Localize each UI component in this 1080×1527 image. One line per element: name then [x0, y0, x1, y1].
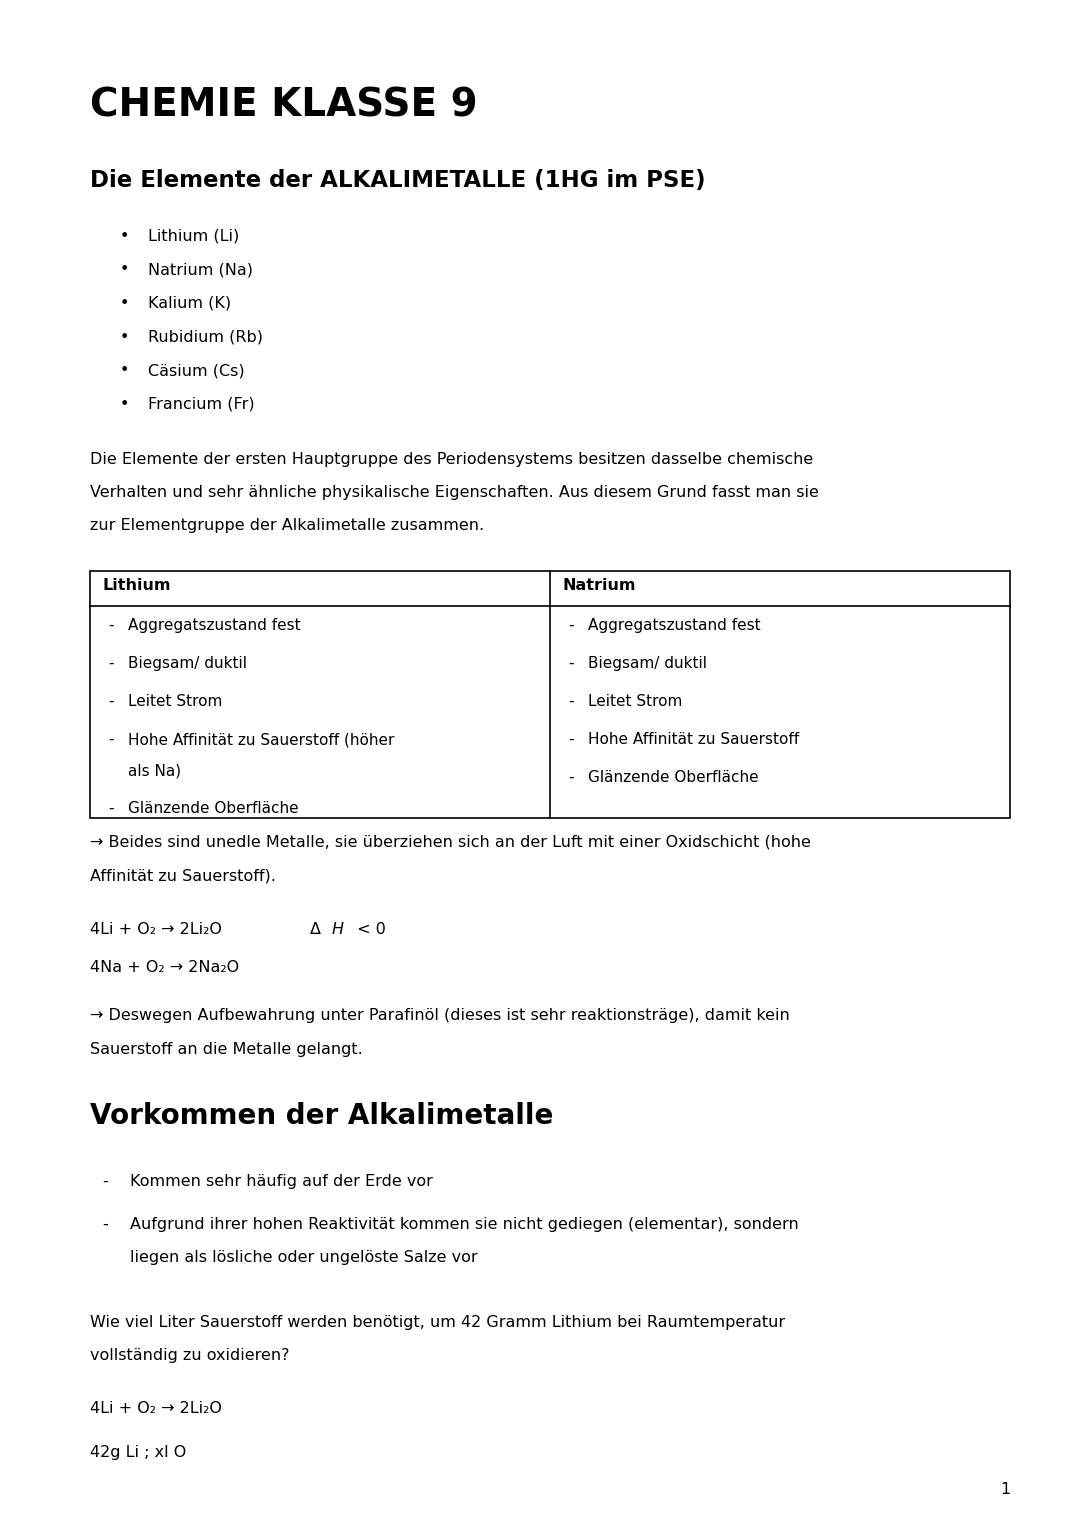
Text: → Deswegen Aufbewahrung unter Parafinöl (dieses ist sehr reaktionsträge), damit : → Deswegen Aufbewahrung unter Parafinöl …: [90, 1008, 789, 1023]
Text: Cäsium (Cs): Cäsium (Cs): [148, 363, 245, 379]
Text: Die Elemente der ersten Hauptgruppe des Periodensystems besitzen dasselbe chemis: Die Elemente der ersten Hauptgruppe des …: [90, 452, 813, 467]
Text: Biegsam/ duktil: Biegsam/ duktil: [588, 657, 707, 670]
Text: •: •: [120, 229, 130, 244]
Text: Kommen sehr häufig auf der Erde vor: Kommen sehr häufig auf der Erde vor: [130, 1174, 433, 1190]
Text: Aufgrund ihrer hohen Reaktivität kommen sie nicht gediegen (elementar), sondern: Aufgrund ihrer hohen Reaktivität kommen …: [130, 1217, 799, 1232]
Text: liegen als lösliche oder ungelöste Salze vor: liegen als lösliche oder ungelöste Salze…: [130, 1251, 477, 1264]
Text: -: -: [108, 618, 113, 634]
Text: Francium (Fr): Francium (Fr): [148, 397, 255, 411]
Text: -: -: [568, 657, 573, 670]
Text: Hohe Affinität zu Sauerstoff: Hohe Affinität zu Sauerstoff: [588, 731, 799, 747]
Text: Glänzende Oberfläche: Glänzende Oberfläche: [129, 802, 299, 815]
Text: -: -: [102, 1217, 108, 1232]
Text: Leitet Strom: Leitet Strom: [129, 693, 222, 709]
Text: Die Elemente der ALKALIMETALLE (1HG im PSE): Die Elemente der ALKALIMETALLE (1HG im P…: [90, 169, 705, 192]
Text: -: -: [108, 657, 113, 670]
Text: •: •: [120, 263, 130, 278]
Text: Aggregatszustand fest: Aggregatszustand fest: [588, 618, 760, 634]
Text: •: •: [120, 363, 130, 379]
Text: 42g Li ; xl O: 42g Li ; xl O: [90, 1445, 186, 1460]
Text: -: -: [568, 618, 573, 634]
Text: → Beides sind unedle Metalle, sie überziehen sich an der Luft mit einer Oxidschi: → Beides sind unedle Metalle, sie überzi…: [90, 834, 811, 849]
Text: •: •: [120, 397, 130, 411]
Text: -: -: [108, 693, 113, 709]
Text: 4Na + O₂ → 2Na₂O: 4Na + O₂ → 2Na₂O: [90, 960, 239, 976]
Text: -: -: [568, 731, 573, 747]
Text: zur Elementgruppe der Alkalimetalle zusammen.: zur Elementgruppe der Alkalimetalle zusa…: [90, 518, 484, 533]
Bar: [90, 571, 1010, 818]
Text: < 0: < 0: [352, 922, 386, 938]
Text: Hohe Affinität zu Sauerstoff (höher: Hohe Affinität zu Sauerstoff (höher: [129, 731, 394, 747]
Text: -: -: [108, 802, 113, 815]
Text: 4Li + O₂ → 2Li₂O: 4Li + O₂ → 2Li₂O: [90, 922, 221, 938]
Text: Natrium (Na): Natrium (Na): [148, 263, 253, 278]
Text: Rubidium (Rb): Rubidium (Rb): [148, 330, 264, 345]
Text: •: •: [120, 330, 130, 345]
Text: vollständig zu oxidieren?: vollständig zu oxidieren?: [90, 1348, 289, 1364]
Text: Natrium: Natrium: [562, 579, 635, 592]
Text: Glänzende Oberfläche: Glänzende Oberfläche: [588, 770, 758, 785]
Text: -: -: [568, 770, 573, 785]
Text: Verhalten und sehr ähnliche physikalische Eigenschaften. Aus diesem Grund fasst : Verhalten und sehr ähnliche physikalisch…: [90, 486, 819, 499]
Text: Aggregatszustand fest: Aggregatszustand fest: [129, 618, 300, 634]
Text: Kalium (K): Kalium (K): [148, 296, 231, 312]
Text: -: -: [102, 1174, 108, 1190]
Text: Sauerstoff an die Metalle gelangt.: Sauerstoff an die Metalle gelangt.: [90, 1041, 363, 1057]
Text: -: -: [568, 693, 573, 709]
Text: CHEMIE KLASSE 9: CHEMIE KLASSE 9: [90, 87, 477, 125]
Text: Leitet Strom: Leitet Strom: [588, 693, 683, 709]
Text: Lithium: Lithium: [102, 579, 171, 592]
Text: Vorkommen der Alkalimetalle: Vorkommen der Alkalimetalle: [90, 1102, 553, 1130]
Text: 4Li + O₂ → 2Li₂O: 4Li + O₂ → 2Li₂O: [90, 1400, 221, 1416]
Text: Affinität zu Sauerstoff).: Affinität zu Sauerstoff).: [90, 867, 275, 883]
Text: Lithium (Li): Lithium (Li): [148, 229, 240, 244]
Text: •: •: [120, 296, 130, 312]
Text: -: -: [108, 731, 113, 747]
Text: Δ: Δ: [310, 922, 321, 938]
Text: Wie viel Liter Sauerstoff werden benötigt, um 42 Gramm Lithium bei Raumtemperatu: Wie viel Liter Sauerstoff werden benötig…: [90, 1315, 785, 1330]
Text: als Na): als Na): [129, 764, 181, 777]
Text: H: H: [332, 922, 345, 938]
Text: 1: 1: [1000, 1483, 1010, 1496]
Text: Biegsam/ duktil: Biegsam/ duktil: [129, 657, 247, 670]
